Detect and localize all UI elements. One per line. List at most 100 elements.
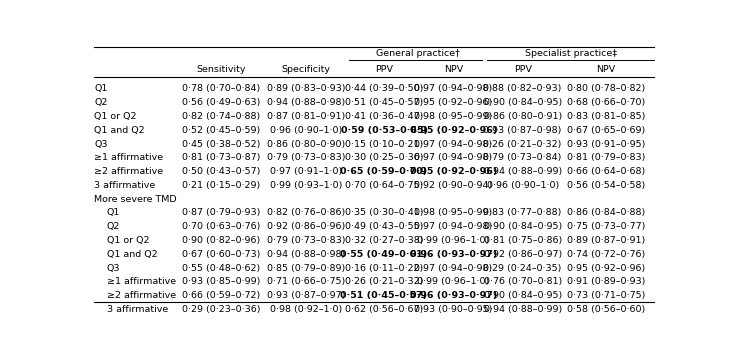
- Text: 0·62 (0·56–0·67): 0·62 (0·56–0·67): [345, 305, 423, 314]
- Text: 0·16 (0·11–0·22): 0·16 (0·11–0·22): [345, 264, 423, 272]
- Text: Q1 or Q2: Q1 or Q2: [107, 236, 149, 245]
- Text: 0·90 (0·84–0·95): 0·90 (0·84–0·95): [483, 291, 562, 300]
- Text: 0·96 (0·90–1·0): 0·96 (0·90–1·0): [486, 181, 558, 190]
- Text: 0·79 (0·73–0·83): 0·79 (0·73–0·83): [267, 236, 345, 245]
- Text: 0·98 (0·95–0·99): 0·98 (0·95–0·99): [414, 208, 493, 217]
- Text: 0·67 (0·65–0·69): 0·67 (0·65–0·69): [567, 126, 645, 135]
- Text: 0·98 (0·92–1·0): 0·98 (0·92–1·0): [270, 305, 342, 314]
- Text: 0·81 (0·73–0·87): 0·81 (0·73–0·87): [182, 153, 261, 162]
- Text: Q1 and Q2: Q1 and Q2: [107, 250, 157, 259]
- Text: NPV: NPV: [444, 65, 463, 74]
- Text: 0·99 (0·96–1·0): 0·99 (0·96–1·0): [418, 277, 489, 286]
- Text: ≥1 affirmative: ≥1 affirmative: [107, 277, 176, 286]
- Text: 0·75 (0·73–0·77): 0·75 (0·73–0·77): [567, 222, 645, 231]
- Text: 0·94 (0·88–0·98): 0·94 (0·88–0·98): [267, 98, 345, 107]
- Text: 0·56 (0·49–0·63): 0·56 (0·49–0·63): [182, 98, 261, 107]
- Text: 0·50 (0·43–0·57): 0·50 (0·43–0·57): [182, 167, 261, 176]
- Text: 0·73 (0·71–0·75): 0·73 (0·71–0·75): [567, 291, 645, 300]
- Text: 0·66 (0·64–0·68): 0·66 (0·64–0·68): [567, 167, 645, 176]
- Text: 0·52 (0·45–0·59): 0·52 (0·45–0·59): [182, 126, 261, 135]
- Text: More severe TMD: More severe TMD: [94, 195, 177, 204]
- Text: 0·32 (0·27–0·38): 0·32 (0·27–0·38): [345, 236, 423, 245]
- Text: 3 affirmative: 3 affirmative: [107, 305, 168, 314]
- Text: 0·97 (0·94–0·98): 0·97 (0·94–0·98): [414, 85, 493, 94]
- Text: Specificity: Specificity: [282, 65, 331, 74]
- Text: Q2: Q2: [94, 98, 107, 107]
- Text: 0·83 (0·77–0·88): 0·83 (0·77–0·88): [483, 208, 562, 217]
- Text: Sensitivity: Sensitivity: [196, 65, 246, 74]
- Text: Q3: Q3: [107, 264, 120, 272]
- Text: 0·93 (0·87–0·98): 0·93 (0·87–0·98): [483, 126, 562, 135]
- Text: Specialist practice‡: Specialist practice‡: [525, 49, 617, 58]
- Text: 0·82 (0·74–0·88): 0·82 (0·74–0·88): [182, 112, 261, 121]
- Text: 0·51 (0·45–0·57): 0·51 (0·45–0·57): [345, 98, 423, 107]
- Text: 0·45 (0·38–0·52): 0·45 (0·38–0·52): [182, 140, 261, 149]
- Text: 0·93 (0·87–0·97): 0·93 (0·87–0·97): [267, 291, 345, 300]
- Text: 0·93 (0·90–0·95): 0·93 (0·90–0·95): [414, 305, 493, 314]
- Text: 0·90 (0·82–0·96): 0·90 (0·82–0·96): [182, 236, 261, 245]
- Text: 0·94 (0·88–0·99): 0·94 (0·88–0·99): [483, 305, 562, 314]
- Text: PPV: PPV: [514, 65, 531, 74]
- Text: 0·56 (0·54–0·58): 0·56 (0·54–0·58): [567, 181, 645, 190]
- Text: 0·15 (0·10–0·21): 0·15 (0·10–0·21): [345, 140, 423, 149]
- Text: 0·87 (0·81–0·91): 0·87 (0·81–0·91): [267, 112, 345, 121]
- Text: 0·58 (0·56–0·60): 0·58 (0·56–0·60): [567, 305, 645, 314]
- Text: 0·99 (0·96–1·0): 0·99 (0·96–1·0): [418, 236, 489, 245]
- Text: 0·96 (0·90–1·0): 0·96 (0·90–1·0): [270, 126, 342, 135]
- Text: 0·79 (0·73–0·83): 0·79 (0·73–0·83): [267, 153, 345, 162]
- Text: 0·95 (0·92–0·96): 0·95 (0·92–0·96): [567, 264, 645, 272]
- Text: 0·81 (0·79–0·83): 0·81 (0·79–0·83): [567, 153, 645, 162]
- Text: 0·97 (0·91–1·0): 0·97 (0·91–1·0): [270, 167, 342, 176]
- Text: 0·86 (0·80–0·91): 0·86 (0·80–0·91): [483, 112, 562, 121]
- Text: 0·94 (0·88–0·99): 0·94 (0·88–0·99): [483, 167, 562, 176]
- Text: 0·89 (0·83–0·93): 0·89 (0·83–0·93): [267, 85, 345, 94]
- Text: Q3: Q3: [94, 140, 107, 149]
- Text: 0·95 (0·92–0·96): 0·95 (0·92–0·96): [414, 98, 493, 107]
- Text: ≥1 affirmative: ≥1 affirmative: [94, 153, 164, 162]
- Text: NPV: NPV: [596, 65, 615, 74]
- Text: 0·91 (0·89–0·93): 0·91 (0·89–0·93): [567, 277, 645, 286]
- Text: 0·90 (0·84–0·95): 0·90 (0·84–0·95): [483, 98, 562, 107]
- Text: 0·82 (0·76–0·86): 0·82 (0·76–0·86): [267, 208, 345, 217]
- Text: 0·70 (0·63–0·76): 0·70 (0·63–0·76): [182, 222, 261, 231]
- Text: Q1 or Q2: Q1 or Q2: [94, 112, 137, 121]
- Text: General practice†: General practice†: [376, 49, 460, 58]
- Text: 0·92 (0·86–0·96): 0·92 (0·86–0·96): [267, 222, 345, 231]
- Text: 0·94 (0·88–0·98): 0·94 (0·88–0·98): [267, 250, 345, 259]
- Text: 0·78 (0·70–0·84): 0·78 (0·70–0·84): [182, 85, 261, 94]
- Text: 0·97 (0·94–0·98): 0·97 (0·94–0·98): [414, 222, 493, 231]
- Text: 0·70 (0·64–0·75): 0·70 (0·64–0·75): [345, 181, 423, 190]
- Text: 0·96 (0·93–0·97): 0·96 (0·93–0·97): [410, 291, 497, 300]
- Text: 0·29 (0·23–0·36): 0·29 (0·23–0·36): [182, 305, 261, 314]
- Text: 0·88 (0·82–0·93): 0·88 (0·82–0·93): [483, 85, 562, 94]
- Text: 0·98 (0·95–0·99): 0·98 (0·95–0·99): [414, 112, 493, 121]
- Text: 0·59 (0·53–0·65): 0·59 (0·53–0·65): [340, 126, 428, 135]
- Text: Q2: Q2: [107, 222, 120, 231]
- Text: 0·67 (0·60–0·73): 0·67 (0·60–0·73): [182, 250, 261, 259]
- Text: 0·93 (0·85–0·99): 0·93 (0·85–0·99): [182, 277, 261, 286]
- Text: 0·76 (0·70–0·81): 0·76 (0·70–0·81): [483, 277, 562, 286]
- Text: 0·55 (0·48–0·62): 0·55 (0·48–0·62): [182, 264, 261, 272]
- Text: 0·83 (0·81–0·85): 0·83 (0·81–0·85): [567, 112, 645, 121]
- Text: 0·21 (0·15–0·29): 0·21 (0·15–0·29): [182, 181, 261, 190]
- Text: 0·35 (0·30–0·41): 0·35 (0·30–0·41): [345, 208, 423, 217]
- Text: 0·90 (0·84–0·95): 0·90 (0·84–0·95): [483, 222, 562, 231]
- Text: 0·97 (0·94–0·98): 0·97 (0·94–0·98): [414, 153, 493, 162]
- Text: 0·95 (0·92–0·96): 0·95 (0·92–0·96): [410, 126, 497, 135]
- Text: 0·51 (0·45–0·57): 0·51 (0·45–0·57): [340, 291, 428, 300]
- Text: 0·26 (0·21–0·32): 0·26 (0·21–0·32): [345, 277, 423, 286]
- Text: 0·44 (0·39–0·50): 0·44 (0·39–0·50): [345, 85, 423, 94]
- Text: 0·97 (0·94–0·98): 0·97 (0·94–0·98): [414, 140, 493, 149]
- Text: 0·26 (0·21–0·32): 0·26 (0·21–0·32): [483, 140, 562, 149]
- Text: 0·66 (0·59–0·72): 0·66 (0·59–0·72): [182, 291, 261, 300]
- Text: 0·92 (0·90–0·94): 0·92 (0·90–0·94): [414, 181, 493, 190]
- Text: ≥2 affirmative: ≥2 affirmative: [94, 167, 164, 176]
- Text: 0·74 (0·72–0·76): 0·74 (0·72–0·76): [567, 250, 645, 259]
- Text: 0·41 (0·36–0·47): 0·41 (0·36–0·47): [345, 112, 423, 121]
- Text: 0·86 (0·84–0·88): 0·86 (0·84–0·88): [567, 208, 645, 217]
- Text: 0·65 (0·59–0·70): 0·65 (0·59–0·70): [340, 167, 428, 176]
- Text: 0·87 (0·79–0·93): 0·87 (0·79–0·93): [182, 208, 261, 217]
- Text: 0·96 (0·93–0·97): 0·96 (0·93–0·97): [410, 250, 497, 259]
- Text: 3 affirmative: 3 affirmative: [94, 181, 155, 190]
- Text: 0·89 (0·87–0·91): 0·89 (0·87–0·91): [567, 236, 645, 245]
